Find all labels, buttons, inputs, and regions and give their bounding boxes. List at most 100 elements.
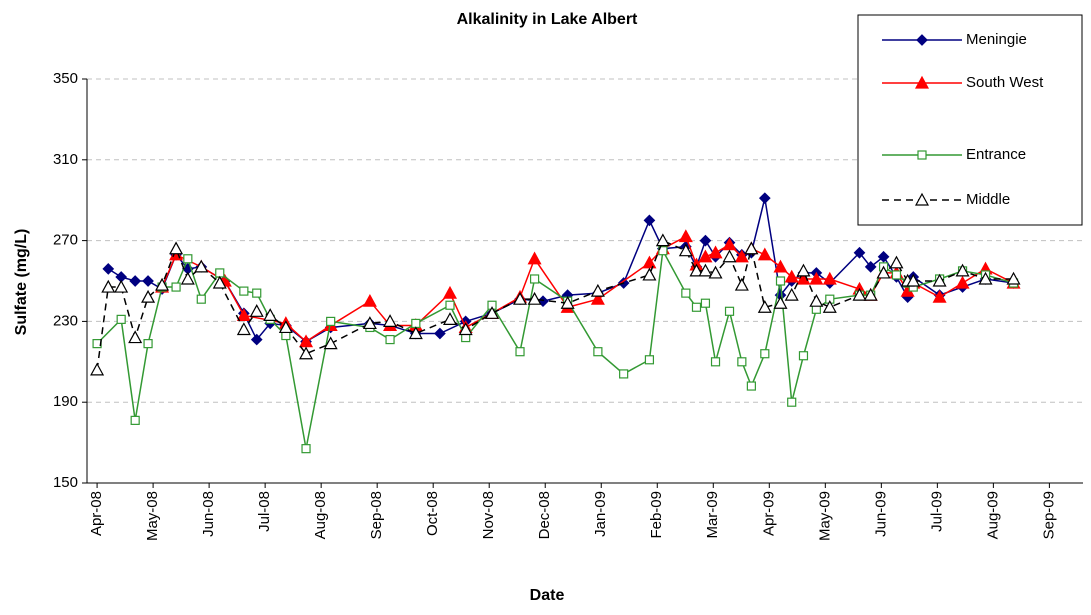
marker — [658, 246, 668, 256]
marker — [250, 333, 263, 346]
y-tick-label: 190 — [53, 393, 78, 410]
y-axis-label: Sulfate (mg/L) — [13, 229, 30, 336]
x-axis-label: Date — [530, 587, 565, 604]
marker — [299, 346, 314, 360]
marker — [691, 302, 702, 312]
marker — [129, 275, 142, 287]
x-tick-label: Feb-09 — [648, 491, 665, 539]
marker — [955, 263, 970, 277]
marker — [643, 214, 656, 227]
marker — [757, 247, 772, 261]
marker — [183, 254, 193, 264]
marker — [513, 291, 528, 305]
marker — [891, 270, 902, 280]
marker — [141, 289, 156, 303]
marker — [798, 351, 809, 361]
chart-title: Alkalinity in Lake Albert — [457, 11, 638, 28]
x-tick-label: Jul-09 — [928, 491, 945, 532]
marker — [593, 347, 603, 357]
marker — [708, 245, 723, 259]
marker — [239, 286, 249, 296]
x-tick-label: Apr-08 — [88, 491, 105, 536]
marker — [362, 316, 377, 330]
marker — [442, 285, 458, 299]
marker — [678, 229, 693, 243]
x-tick-label: Nov-08 — [480, 491, 497, 539]
marker — [773, 295, 788, 309]
marker — [906, 273, 921, 287]
marker — [822, 271, 837, 285]
marker — [784, 287, 799, 301]
marker — [724, 306, 735, 316]
marker — [734, 277, 749, 291]
marker — [180, 271, 195, 285]
marker — [760, 349, 770, 359]
marker — [128, 330, 143, 344]
marker — [722, 249, 737, 263]
marker — [484, 306, 500, 319]
marker — [917, 150, 927, 160]
marker — [434, 327, 446, 340]
marker — [362, 293, 377, 307]
marker — [263, 308, 278, 321]
marker — [978, 271, 993, 285]
y-tick-label: 270 — [53, 232, 78, 249]
marker — [442, 312, 458, 325]
marker — [215, 268, 225, 278]
marker — [642, 267, 657, 281]
marker — [681, 288, 691, 298]
marker — [852, 287, 867, 301]
marker — [916, 34, 928, 46]
marker — [527, 251, 542, 265]
marker — [700, 298, 711, 308]
marker — [590, 291, 605, 305]
marker — [236, 308, 251, 321]
marker — [809, 271, 824, 285]
marker — [932, 273, 947, 287]
marker — [560, 295, 575, 309]
marker — [773, 259, 788, 273]
x-tick-label: Sep-08 — [368, 491, 385, 539]
marker — [196, 294, 206, 304]
marker — [383, 314, 398, 327]
marker — [699, 234, 712, 247]
marker — [678, 243, 693, 257]
legend-label: Meningie — [966, 31, 1027, 48]
x-tick-label: Aug-09 — [984, 491, 1001, 539]
marker — [101, 279, 116, 293]
marker — [864, 261, 877, 273]
x-tick-label: Sep-09 — [1040, 491, 1057, 539]
marker — [787, 397, 797, 407]
marker — [252, 288, 262, 298]
marker — [212, 275, 227, 289]
x-tick-label: Oct-08 — [424, 491, 441, 536]
marker — [385, 334, 395, 345]
marker — [194, 259, 209, 273]
marker — [326, 316, 336, 326]
marker — [323, 336, 338, 350]
marker — [689, 263, 704, 277]
marker — [708, 265, 723, 279]
marker — [278, 320, 293, 334]
marker — [408, 326, 423, 340]
y-tick-label: 230 — [53, 312, 78, 329]
x-tick-label: Jul-08 — [256, 491, 273, 532]
plot-area — [90, 192, 1021, 454]
marker — [644, 355, 655, 365]
x-tick-label: Apr-09 — [760, 491, 777, 536]
marker — [853, 246, 866, 259]
marker — [619, 369, 629, 379]
marker — [698, 263, 713, 277]
marker — [746, 381, 756, 391]
x-tick-label: Jun-08 — [200, 491, 217, 537]
marker — [143, 339, 153, 349]
x-tick-label: Jun-09 — [872, 491, 889, 537]
marker — [445, 300, 455, 310]
marker — [955, 275, 970, 289]
marker — [515, 347, 525, 357]
marker — [90, 362, 105, 376]
marker — [784, 269, 799, 283]
marker — [529, 274, 540, 284]
marker — [698, 249, 713, 263]
